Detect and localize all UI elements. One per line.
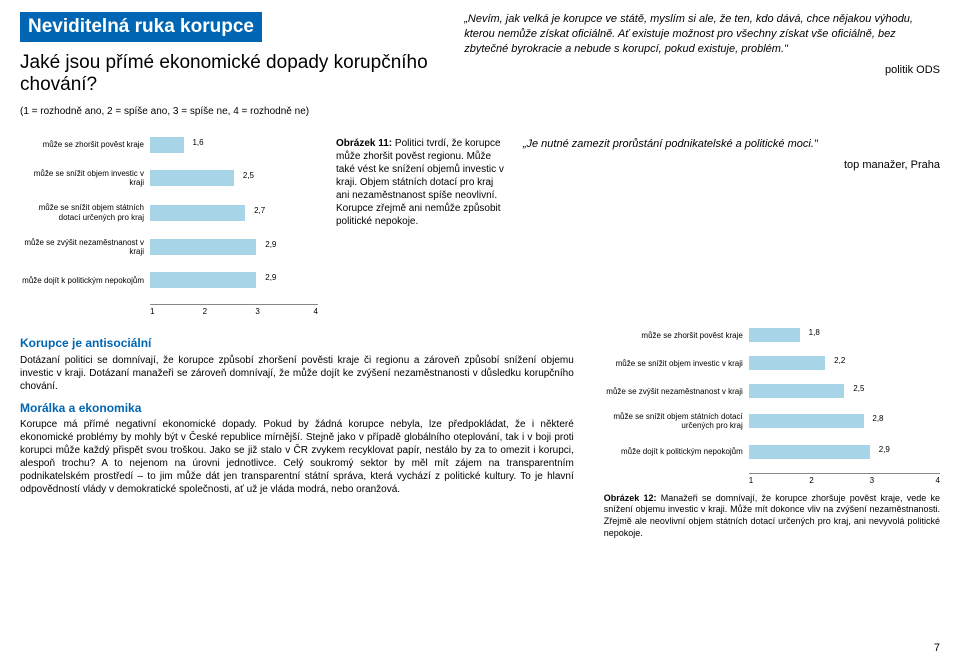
quote-block-2: „Je nutné zamezit prorůstání podnikatels…	[523, 137, 940, 316]
bar-label: může se zvýšit nezaměstnanost v kraji	[20, 238, 150, 256]
chart-1: může se zhoršit pověst kraje 1,6 může se s…	[20, 137, 318, 316]
bar-label: může se snížit objem investic v kraji	[604, 359, 749, 368]
quote-block-1: „Nevím, jak velká je korupce ve státě, m…	[464, 12, 940, 129]
body-text: Korupce je antisociální Dotázaní politic…	[20, 328, 574, 539]
bar-value: 2,5	[243, 171, 254, 180]
scale-note: (1 = rozhodně ano, 2 = spíše ano, 3 = sp…	[20, 106, 446, 117]
quote-text: „Je nutné zamezit prorůstání podnikatels…	[523, 137, 940, 152]
bar-value: 2,7	[254, 206, 265, 215]
axis-tick: 4	[308, 307, 318, 316]
quote-attribution: top manažer, Praha	[523, 158, 940, 173]
page-subtitle: Jaké jsou přímé ekonomické dopady korupč…	[20, 52, 446, 96]
bar-label: může se snížit objem státních dotací urč…	[20, 203, 150, 221]
page-title: Neviditelná ruka korupce	[20, 12, 262, 42]
axis-tick: 2	[809, 476, 869, 485]
bar-label: může se snížit objem státních dotací urč…	[604, 412, 749, 430]
bar-value: 1,6	[192, 138, 203, 147]
bar-row: může se zhoršit pověst kraje 1,6	[20, 137, 318, 153]
axis-tick: 3	[870, 476, 930, 485]
chart-2: může se zhoršit pověst kraje 1,8 může se s…	[604, 328, 940, 484]
caption-lead: Obrázek 12:	[604, 493, 657, 503]
section-heading: Morálka a ekonomika	[20, 401, 574, 417]
axis-tick: 1	[749, 476, 809, 485]
bar-value: 2,8	[872, 414, 883, 423]
axis-tick: 2	[203, 307, 256, 316]
bar-label: může se zhoršit pověst kraje	[20, 140, 150, 149]
bar-label: může dojít k politickým nepokojům	[604, 447, 749, 456]
axis-tick: 3	[255, 307, 308, 316]
paragraph: Dotázaní politici se domnívají, že korup…	[20, 354, 574, 393]
bar-value: 2,9	[265, 240, 276, 249]
bar-value: 2,2	[834, 356, 845, 365]
bar-row: může dojít k politickým nepokojům 2,9	[604, 445, 940, 459]
bar-label: může se zhoršit pověst kraje	[604, 331, 749, 340]
bar-row: může se snížit objem investic v kraji 2,5	[20, 169, 318, 187]
bar-value: 1,8	[809, 328, 820, 337]
bar-row: může se snížit objem investic v kraji 2,2	[604, 356, 940, 370]
bar-row: může se snížit objem státních dotací urč…	[604, 412, 940, 430]
quote-attribution: politik ODS	[464, 63, 940, 78]
bar-value: 2,5	[853, 384, 864, 393]
caption-lead: Obrázek 11:	[336, 138, 392, 149]
bar-value: 2,9	[265, 273, 276, 282]
figure-12-caption: Obrázek 12: Manažeři se domnívají, že ko…	[604, 493, 940, 540]
bar-row: může se snížit objem státních dotací urč…	[20, 203, 318, 221]
axis-tick: 1	[150, 307, 203, 316]
figure-11-caption: Obrázek 11: Politici tvrdí, že korupce m…	[336, 137, 505, 316]
bar-row: může se zvýšit nezaměstnanost v kraji 2,5	[604, 384, 940, 398]
section-heading: Korupce je antisociální	[20, 336, 574, 352]
page-number: 7	[934, 642, 940, 654]
bar-row: může se zhoršit pověst kraje 1,8	[604, 328, 940, 342]
bar-label: může se snížit objem investic v kraji	[20, 169, 150, 187]
quote-text: „Nevím, jak velká je korupce ve státě, m…	[464, 12, 940, 57]
paragraph: Korupce má přímé negativní ekonomické do…	[20, 418, 574, 496]
bar-value: 2,9	[879, 445, 890, 454]
bar-label: může dojít k politickým nepokojům	[20, 276, 150, 285]
bar-label: může se zvýšit nezaměstnanost v kraji	[604, 387, 749, 396]
axis-tick: 4	[930, 476, 940, 485]
bar-row: může dojít k politickým nepokojům 2,9	[20, 272, 318, 288]
bar-row: může se zvýšit nezaměstnanost v kraji 2,9	[20, 238, 318, 256]
